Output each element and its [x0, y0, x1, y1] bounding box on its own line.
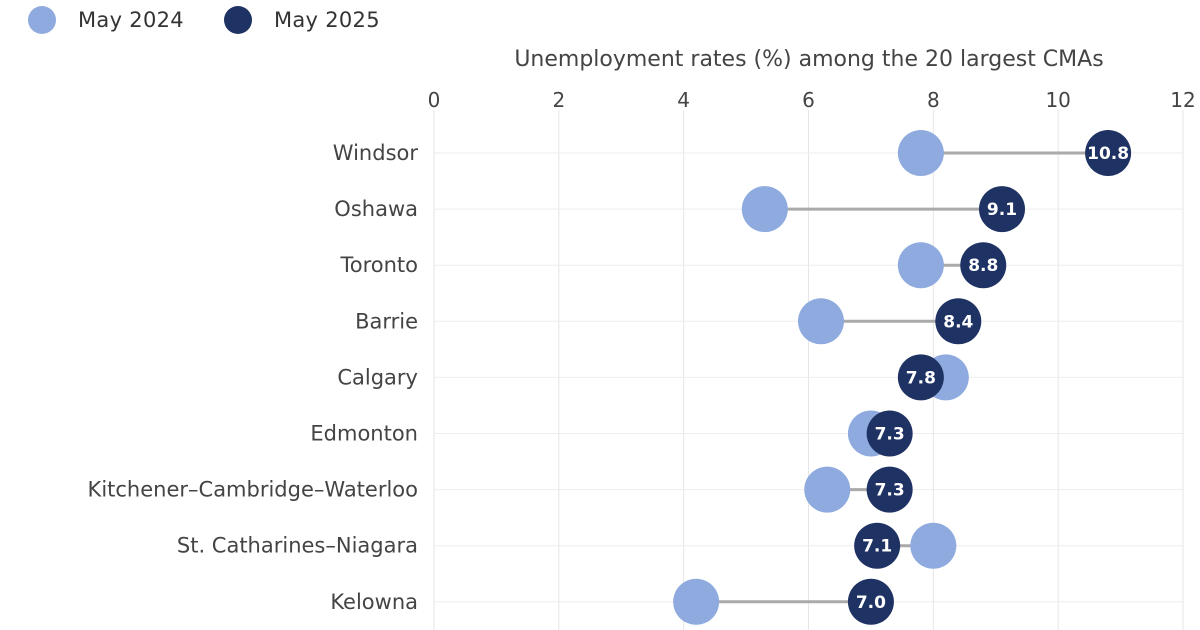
category-label: Barrie: [355, 309, 418, 333]
category-label: Kelowna: [330, 590, 418, 614]
x-tick-label: 2: [552, 88, 565, 112]
marker-may-2025[interactable]: [978, 186, 1025, 233]
legend-item-may-2024[interactable]: May 2024: [28, 6, 184, 34]
value-label-may-2025: 10.8: [1087, 144, 1129, 164]
legend-label-may-2024: May 2024: [78, 8, 184, 32]
category-label: Toronto: [339, 253, 418, 277]
chart-title: Unemployment rates (%) among the 20 larg…: [514, 47, 1103, 72]
marker-may-2025[interactable]: [866, 410, 913, 457]
value-label-may-2025: 7.0: [856, 593, 886, 613]
marker-may-2025[interactable]: [960, 242, 1007, 289]
marker-may-2025[interactable]: [935, 298, 982, 345]
x-axis-ticks: 0 2 4 6 8 10 12: [428, 88, 1196, 112]
marker-may-2025[interactable]: [897, 354, 944, 401]
value-label-may-2025: 7.8: [906, 368, 936, 388]
value-label-may-2025: 7.3: [875, 425, 905, 445]
marker-may-2024[interactable]: [797, 298, 844, 345]
x-tick-label: 6: [802, 88, 815, 112]
marker-may-2024[interactable]: [910, 522, 957, 569]
value-label-may-2025: 7.3: [875, 481, 905, 501]
x-tick-label: 8: [927, 88, 940, 112]
value-label-may-2025: 7.1: [862, 537, 892, 557]
grid: [433, 110, 1184, 630]
legend: May 2024 May 2025: [28, 4, 420, 36]
x-tick-label: 10: [1045, 88, 1070, 112]
legend-swatch-may-2024: [28, 6, 56, 34]
marker-may-2024[interactable]: [673, 578, 720, 625]
x-tick-label: 4: [677, 88, 690, 112]
category-label: Windsor: [333, 141, 419, 165]
marker-may-2025[interactable]: [847, 578, 894, 625]
x-tick-label: 12: [1170, 88, 1195, 112]
marker-may-2024[interactable]: [897, 242, 944, 289]
marker-may-2024[interactable]: [897, 130, 944, 176]
category-label: Edmonton: [310, 422, 418, 446]
category-label: Calgary: [337, 365, 418, 389]
marker-may-2025[interactable]: [854, 522, 901, 569]
value-label-may-2025: 8.8: [968, 256, 998, 276]
x-tick-label: 0: [428, 88, 441, 112]
data-rows: Windsor 10.8 Oshawa 9.1 Toronto 8.8 Barrie 8.4 C…: [88, 130, 1132, 625]
category-label: Kitchener–Cambridge–Waterloo: [88, 478, 418, 502]
legend-label-may-2025: May 2025: [273, 8, 380, 32]
marker-may-2025[interactable]: [1085, 130, 1132, 176]
marker-may-2025[interactable]: [866, 466, 913, 513]
marker-may-2024[interactable]: [804, 466, 851, 513]
legend-item-may-2025[interactable]: May 2025: [223, 6, 380, 34]
legend-swatch-may-2025: [223, 6, 252, 34]
value-label-may-2025: 8.4: [943, 312, 973, 332]
value-label-may-2025: 9.1: [987, 200, 1017, 220]
category-label: Oshawa: [334, 197, 418, 221]
category-label: St. Catharines–Niagara: [177, 534, 418, 558]
marker-may-2024[interactable]: [741, 186, 788, 233]
